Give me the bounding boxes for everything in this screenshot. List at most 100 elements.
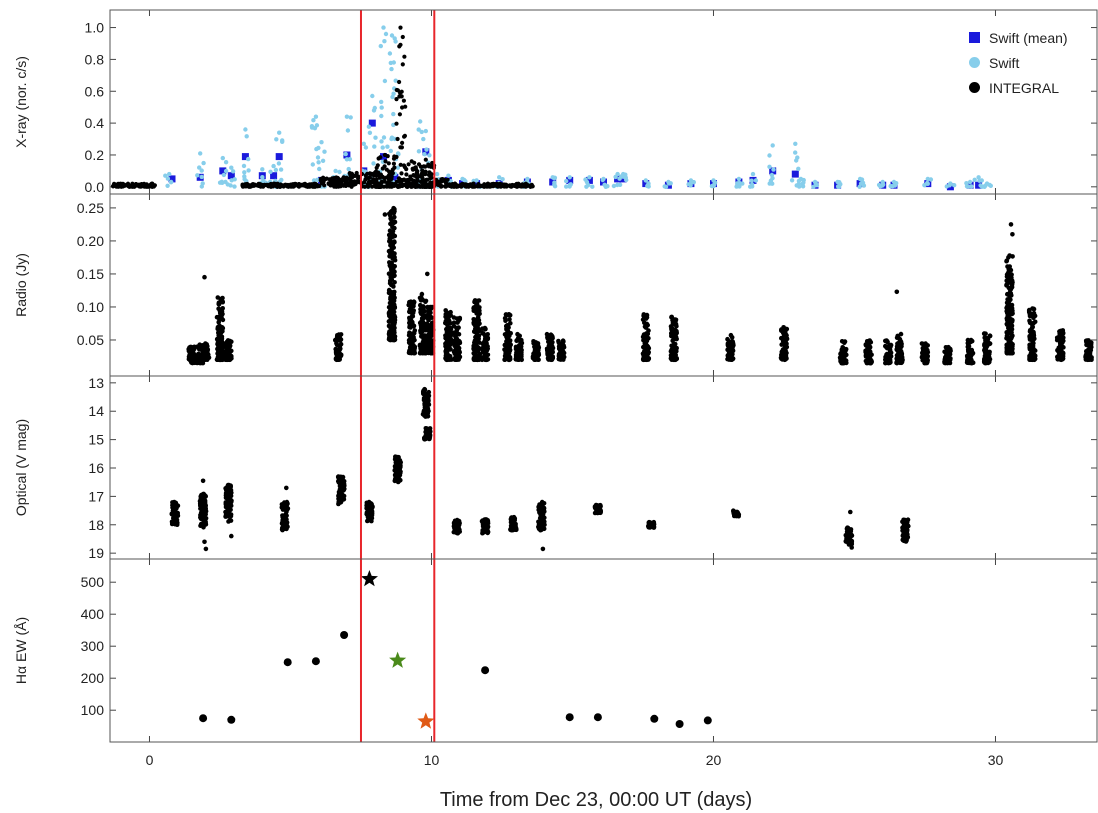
data-point — [279, 505, 285, 510]
data-point — [279, 527, 285, 532]
data-point-swift — [333, 168, 338, 174]
data-point — [392, 464, 398, 469]
data-point — [1005, 335, 1010, 341]
data-point — [508, 321, 513, 326]
data-point-integral — [144, 182, 149, 187]
data-point — [171, 505, 177, 511]
data-point — [418, 311, 424, 317]
data-point — [419, 291, 425, 297]
data-point-swift — [246, 168, 251, 173]
data-point-swift — [381, 25, 386, 30]
data-point — [481, 331, 486, 336]
data-point-swift — [737, 180, 742, 186]
y-tick-label: 0.10 — [77, 299, 104, 315]
data-point-integral — [249, 183, 255, 188]
data-point — [515, 336, 521, 341]
data-point — [455, 320, 460, 325]
data-point-swift — [316, 145, 321, 151]
data-point — [644, 314, 649, 320]
data-point-swift — [769, 172, 775, 178]
data-point — [340, 631, 349, 639]
legend-label-swift-mean: Swift (mean) — [989, 30, 1068, 46]
data-point-swift — [274, 137, 279, 142]
data-point-integral — [397, 184, 402, 189]
data-point-swift — [419, 129, 424, 135]
data-point-integral — [139, 183, 144, 188]
data-point-integral — [316, 183, 322, 189]
data-point — [884, 354, 890, 360]
data-point — [968, 360, 974, 366]
data-point-swift — [223, 160, 229, 165]
data-point — [966, 357, 972, 362]
data-point — [426, 306, 431, 312]
data-point — [204, 356, 210, 362]
data-point-swift — [280, 138, 285, 143]
data-point — [729, 335, 735, 340]
data-point — [483, 335, 489, 341]
data-point-integral — [406, 162, 411, 167]
data-point-swift — [230, 169, 236, 174]
data-point — [1005, 344, 1010, 349]
data-point — [386, 271, 392, 277]
data-point-swift — [201, 160, 206, 166]
data-point — [472, 338, 478, 344]
data-point-integral — [319, 177, 324, 182]
data-point-integral — [402, 54, 407, 59]
data-point — [726, 354, 732, 359]
data-point-swift — [165, 183, 170, 188]
y-axis-title: Optical (V mag) — [13, 419, 29, 516]
data-point-swift — [260, 175, 265, 180]
data-point-swift — [427, 153, 432, 158]
data-point-integral — [397, 179, 402, 184]
data-point-swift — [550, 175, 555, 180]
data-point — [227, 356, 233, 361]
data-point — [1031, 329, 1036, 335]
data-point-swift — [748, 184, 753, 189]
data-point-swift — [976, 175, 981, 180]
data-point-swift-mean — [368, 119, 376, 127]
data-point — [921, 342, 926, 348]
data-point — [1004, 278, 1009, 284]
data-point — [1004, 258, 1010, 264]
data-point-swift — [385, 144, 390, 149]
data-point-integral — [388, 173, 394, 178]
data-point-integral — [341, 177, 346, 182]
data-point — [923, 355, 929, 360]
data-point-integral — [415, 178, 420, 183]
data-point — [444, 349, 450, 355]
data-point-integral — [151, 184, 156, 189]
plot-frame — [109, 9, 1098, 743]
data-point — [1083, 355, 1088, 360]
data-point — [444, 326, 449, 332]
data-point — [219, 343, 224, 349]
data-point — [1004, 318, 1010, 323]
data-point — [392, 315, 398, 320]
data-point — [550, 355, 556, 361]
data-point — [199, 492, 204, 498]
data-point — [451, 521, 457, 526]
data-point — [454, 530, 459, 535]
data-point-integral — [427, 172, 432, 177]
data-point-integral — [427, 184, 432, 189]
data-point — [481, 350, 487, 355]
data-point-integral — [338, 182, 343, 187]
data-point-integral — [423, 157, 428, 162]
data-point — [547, 352, 553, 357]
data-point-swift — [277, 130, 282, 135]
data-point — [220, 295, 225, 301]
data-point-integral — [519, 183, 524, 188]
data-point — [408, 304, 414, 310]
data-point — [1009, 330, 1014, 335]
data-point — [943, 360, 948, 366]
data-point-swift — [767, 153, 772, 158]
data-point — [481, 666, 490, 675]
data-point — [1060, 340, 1065, 346]
data-point — [672, 356, 678, 362]
data-point-swift — [861, 183, 867, 188]
data-point-swift — [379, 105, 384, 110]
data-point — [779, 335, 784, 341]
data-point — [895, 333, 900, 339]
data-point — [388, 313, 393, 319]
data-point-swift — [416, 127, 421, 132]
